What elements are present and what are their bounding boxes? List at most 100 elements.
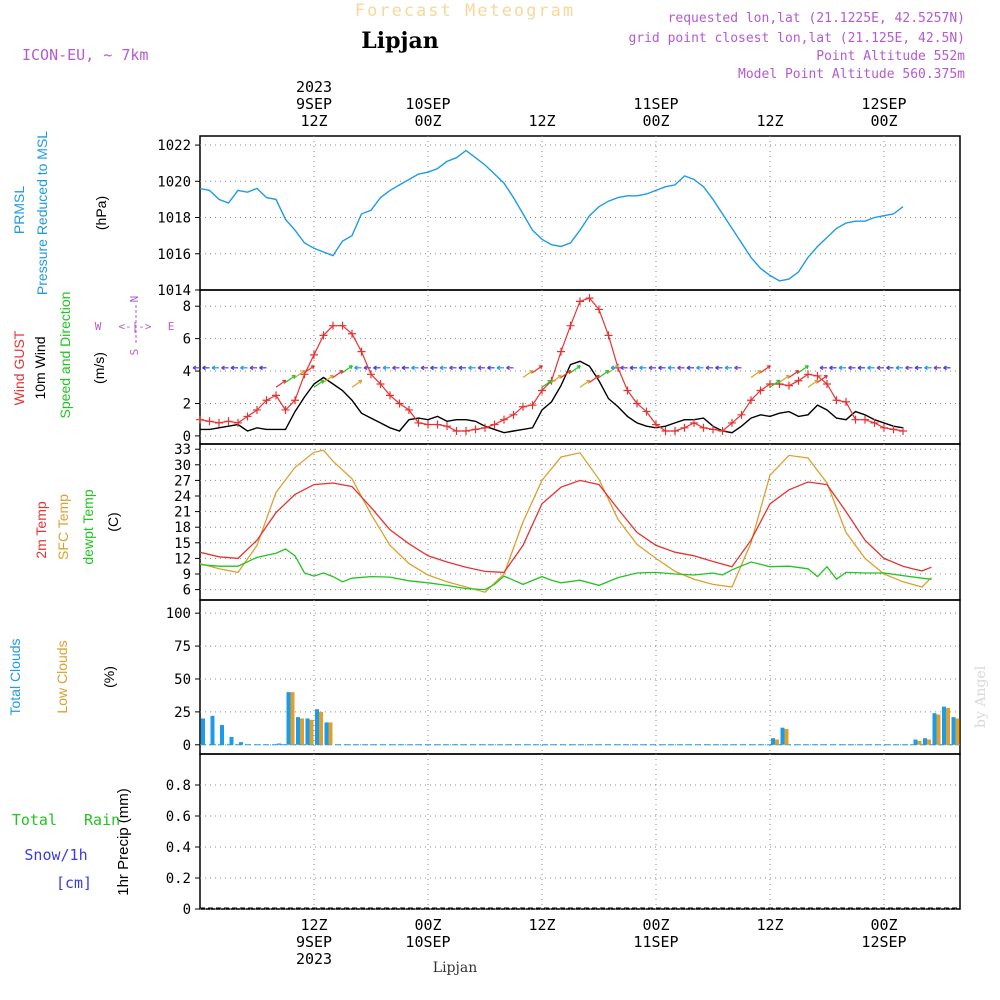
wind-direction-arrowhead (804, 365, 809, 370)
gust-marker (785, 381, 793, 390)
wind-direction-arrowhead (838, 365, 843, 371)
label-pressure-msl: Pressure Reduced to MSL (34, 131, 50, 295)
gust-marker (842, 397, 850, 406)
time-label-bottom: 12Z (300, 916, 327, 934)
time-label-top: 9SEP (296, 95, 332, 113)
gust-marker (234, 418, 242, 427)
low-clouds-bar (319, 711, 323, 745)
y-tick-label: 30 (174, 458, 191, 474)
time-label-top: 11SEP (633, 95, 678, 113)
y-tick-label: 33 (174, 442, 191, 458)
time-label-bottom: 2023 (296, 950, 332, 968)
panel-frame-precip (199, 753, 961, 910)
wind-direction-arrowhead (449, 365, 453, 371)
time-label-top: 10SEP (405, 95, 450, 113)
wind-direction-arrow (532, 365, 543, 374)
label-total-rain: Total Rain (12, 811, 120, 829)
gust-marker (832, 396, 841, 405)
time-label-top: 12Z (756, 112, 783, 130)
y-tick-label: 0.6 (166, 809, 191, 825)
gust-marker (224, 417, 233, 426)
gust-marker (205, 417, 214, 426)
gust-marker (471, 425, 480, 434)
wind-direction-arrowhead (620, 365, 624, 371)
wind-direction-arrow (294, 370, 306, 379)
wind-direction-arrowhead (724, 365, 729, 371)
gust-marker (329, 321, 337, 330)
gust-marker (756, 386, 765, 395)
wind-direction-arrowhead (506, 365, 510, 371)
wind-direction-arrowhead (329, 374, 334, 379)
gust-marker (509, 410, 518, 419)
y-tick-label: 1016 (157, 247, 191, 263)
y-tick-label: 1020 (157, 174, 191, 190)
compass-arrows: <-|-> (118, 320, 151, 333)
wind-direction-arrowhead (648, 365, 653, 371)
gust-marker (338, 321, 347, 330)
wind-direction-arrowhead (814, 379, 819, 384)
gust-marker (452, 427, 461, 436)
time-label-bottom: 12Z (528, 916, 555, 934)
y-tick-label: 25 (174, 705, 191, 721)
gust-marker (699, 423, 708, 432)
gust-marker (804, 370, 812, 379)
wind-direction-arrowhead (867, 365, 871, 371)
wind-direction-arrowhead (339, 370, 344, 375)
y-tick-label: 0 (183, 429, 191, 445)
wind-direction-arrowhead (667, 365, 672, 371)
gust-marker (861, 415, 869, 424)
wind-direction-arrow (779, 375, 790, 383)
y-tick-label: 6 (183, 583, 191, 599)
wind-direction-arrowhead (757, 370, 762, 375)
time-label-top: 00Z (870, 112, 897, 130)
label-wind-unit: (m/s) (91, 352, 107, 384)
wind-direction-arrow (342, 365, 353, 374)
total-clouds-bar (780, 727, 785, 745)
wind-direction-arrowhead (766, 365, 771, 370)
gust-marker (709, 425, 717, 434)
y-tick-label: 12 (174, 551, 191, 567)
wind-direction-arrowhead (576, 365, 581, 370)
gust-marker (519, 402, 527, 411)
total-clouds-bar (229, 736, 234, 745)
total-clouds-bar (951, 717, 956, 745)
gust-marker (604, 331, 613, 340)
low-clouds-bar (946, 707, 950, 745)
y-tick-label: 100 (166, 606, 191, 622)
wind-direction-arrowhead (373, 365, 377, 371)
gust-marker (262, 396, 271, 405)
gust-marker (576, 297, 584, 306)
wind-direction-arrowhead (358, 379, 363, 384)
gust-marker (500, 415, 508, 424)
total-clouds-bar (296, 717, 300, 745)
gust-marker (794, 376, 803, 385)
compass-s: S (128, 349, 141, 356)
wind-direction-arrowhead (392, 365, 396, 371)
time-label-bottom: 00Z (870, 916, 897, 934)
wind-direction-arrowhead (776, 379, 781, 384)
wind-direction-arrowhead (686, 365, 691, 371)
gust-marker (319, 331, 328, 340)
series-sfc-temp (199, 449, 932, 593)
compass-e: E (168, 320, 175, 333)
gust-marker (291, 396, 299, 405)
wind-direction-arrowhead (529, 370, 534, 375)
low-clouds-bar (309, 719, 314, 745)
gust-marker (348, 329, 356, 338)
gust-marker (196, 415, 204, 424)
gust-marker (747, 396, 755, 405)
low-clouds-bar (784, 728, 789, 745)
gust-marker (652, 420, 660, 429)
total-clouds-bar (305, 718, 310, 745)
y-tick-label: 21 (174, 505, 191, 521)
gust-marker (690, 418, 698, 427)
gust-marker (813, 371, 822, 380)
gust-marker (557, 347, 565, 356)
y-tick-label: 0 (183, 738, 191, 754)
wind-direction-arrowhead (610, 365, 615, 371)
wind-direction-arrowhead (382, 365, 387, 371)
wind-direction-arrow (551, 375, 562, 383)
wind-direction-arrowhead (211, 365, 216, 371)
time-label-bottom: 10SEP (405, 933, 450, 951)
